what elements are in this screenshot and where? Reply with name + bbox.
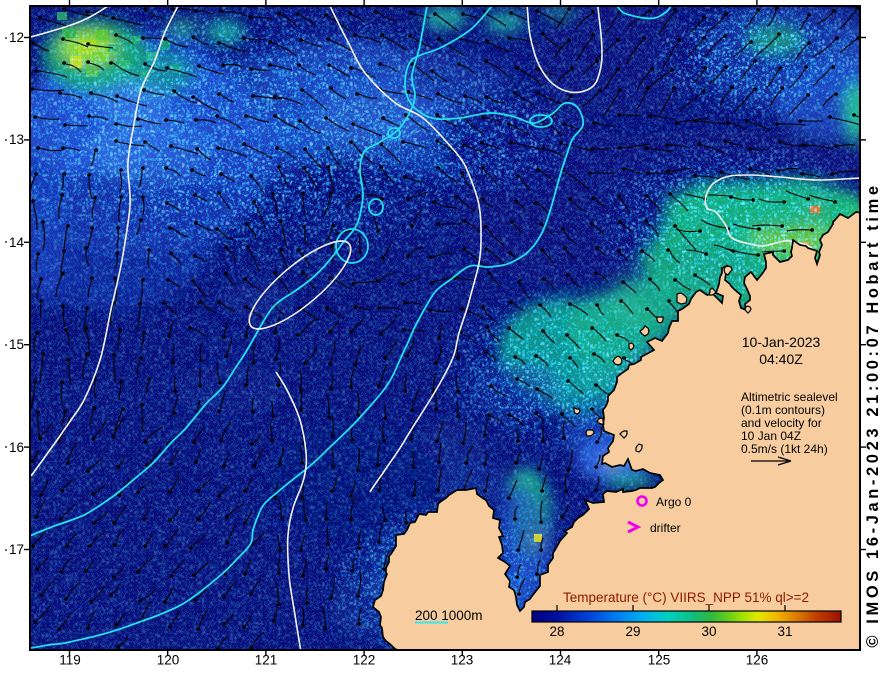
- svg-text:31: 31: [777, 624, 792, 639]
- svg-text:17: 17: [9, 542, 24, 557]
- svg-text:and velocity for: and velocity for: [741, 416, 822, 430]
- svg-text:126: 126: [746, 653, 769, 668]
- svg-text:13: 13: [9, 132, 24, 147]
- svg-text:120: 120: [157, 653, 180, 668]
- svg-text:125: 125: [648, 653, 671, 668]
- svg-text:16: 16: [9, 440, 24, 455]
- svg-text:Altimetric sealevel: Altimetric sealevel: [741, 390, 838, 404]
- svg-text:15: 15: [9, 337, 24, 352]
- svg-text:123: 123: [451, 653, 474, 668]
- svg-text:200 1000m: 200 1000m: [415, 608, 483, 623]
- svg-text:119: 119: [59, 653, 81, 668]
- svg-text:(0.1m contours): (0.1m contours): [741, 403, 825, 417]
- svg-text:12: 12: [9, 30, 24, 45]
- svg-text:04:40Z: 04:40Z: [759, 351, 803, 367]
- svg-text:122: 122: [353, 653, 376, 668]
- svg-text:10-Jan-2023: 10-Jan-2023: [742, 334, 821, 350]
- svg-text:drifter: drifter: [650, 521, 681, 535]
- svg-text:0.5m/s (1kt 24h): 0.5m/s (1kt 24h): [741, 442, 828, 456]
- svg-text:14: 14: [9, 235, 25, 250]
- svg-text:Temperature (°C) VIIRS_NPP 51%: Temperature (°C) VIIRS_NPP 51% ql>=2: [563, 590, 809, 605]
- svg-text:124: 124: [549, 653, 572, 668]
- svg-text:10 Jan 04Z: 10 Jan 04Z: [741, 429, 801, 443]
- svg-text:Argo 0: Argo 0: [656, 495, 692, 509]
- svg-text:30: 30: [701, 624, 716, 639]
- svg-text:121: 121: [255, 653, 278, 668]
- svg-text:28: 28: [549, 624, 564, 639]
- svg-text:© IMOS 16-Jan-2023 21:00:07 Ho: © IMOS 16-Jan-2023 21:00:07 Hobart time: [864, 182, 880, 647]
- svg-text:29: 29: [625, 624, 640, 639]
